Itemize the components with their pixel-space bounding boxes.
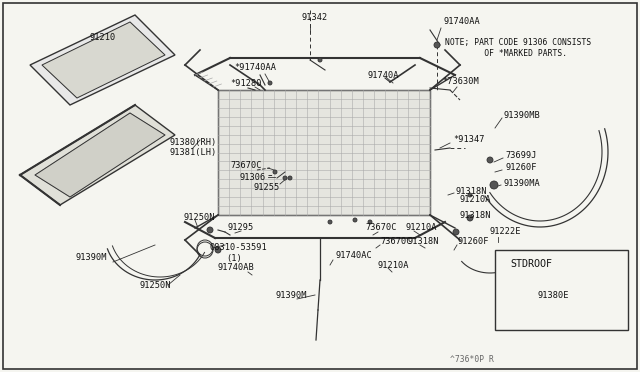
Text: 91390MB: 91390MB bbox=[503, 110, 540, 119]
Text: 91390MA: 91390MA bbox=[503, 179, 540, 187]
Polygon shape bbox=[218, 90, 430, 215]
Text: 91380(RH): 91380(RH) bbox=[170, 138, 217, 147]
Text: 91740AC: 91740AC bbox=[335, 251, 372, 260]
Text: 91210A: 91210A bbox=[460, 196, 492, 205]
Text: 73670C: 73670C bbox=[365, 224, 397, 232]
Text: 91250N: 91250N bbox=[140, 280, 172, 289]
Text: 91255: 91255 bbox=[253, 183, 279, 192]
Text: 73670C: 73670C bbox=[380, 237, 412, 247]
Text: 91260F: 91260F bbox=[458, 237, 490, 247]
Circle shape bbox=[328, 220, 332, 224]
Text: *91740AA: *91740AA bbox=[234, 64, 276, 73]
Text: 91210A: 91210A bbox=[378, 260, 410, 269]
Circle shape bbox=[288, 176, 292, 180]
Circle shape bbox=[273, 170, 277, 174]
Circle shape bbox=[215, 247, 221, 253]
Text: 91318N: 91318N bbox=[455, 187, 486, 196]
Circle shape bbox=[434, 42, 440, 48]
Circle shape bbox=[505, 290, 515, 300]
Circle shape bbox=[467, 215, 473, 221]
Circle shape bbox=[368, 220, 372, 224]
Circle shape bbox=[468, 193, 472, 197]
Text: 91318N: 91318N bbox=[408, 237, 440, 247]
Polygon shape bbox=[30, 15, 175, 105]
Text: 91390M: 91390M bbox=[75, 253, 106, 263]
Text: 91381(LH): 91381(LH) bbox=[170, 148, 217, 157]
Text: *91347: *91347 bbox=[453, 135, 484, 144]
Text: 91318N: 91318N bbox=[460, 211, 492, 219]
Text: *73630M: *73630M bbox=[442, 77, 479, 87]
Text: 91210: 91210 bbox=[90, 33, 116, 42]
Polygon shape bbox=[20, 105, 175, 205]
Text: 91250N: 91250N bbox=[183, 212, 214, 221]
Text: 91295: 91295 bbox=[228, 224, 254, 232]
Polygon shape bbox=[35, 113, 165, 197]
Circle shape bbox=[487, 157, 493, 163]
Circle shape bbox=[513, 292, 519, 298]
Text: OF *MARKED PARTS.: OF *MARKED PARTS. bbox=[455, 49, 567, 58]
Circle shape bbox=[268, 81, 272, 85]
Text: STDROOF: STDROOF bbox=[510, 259, 552, 269]
Text: *91280: *91280 bbox=[230, 78, 262, 87]
Text: 08310-53591: 08310-53591 bbox=[210, 244, 268, 253]
Text: 91740A: 91740A bbox=[368, 71, 399, 80]
Text: 91222E: 91222E bbox=[489, 228, 520, 237]
Text: NOTE; PART CODE 91306 CONSISTS: NOTE; PART CODE 91306 CONSISTS bbox=[445, 38, 591, 46]
Text: (1): (1) bbox=[226, 254, 242, 263]
Text: 73699J: 73699J bbox=[505, 151, 536, 160]
Circle shape bbox=[353, 218, 357, 222]
Text: 91390M: 91390M bbox=[275, 291, 307, 299]
Text: 73670C: 73670C bbox=[230, 160, 262, 170]
Circle shape bbox=[490, 181, 498, 189]
Text: 91380E: 91380E bbox=[537, 291, 568, 299]
Text: 91306: 91306 bbox=[240, 173, 266, 182]
Circle shape bbox=[207, 227, 213, 233]
Circle shape bbox=[453, 229, 459, 235]
Text: 91210A: 91210A bbox=[405, 224, 436, 232]
Polygon shape bbox=[42, 22, 165, 98]
Circle shape bbox=[318, 58, 322, 62]
Bar bbox=[495, 250, 628, 330]
Text: ^736*0P R: ^736*0P R bbox=[450, 356, 494, 365]
Text: 91342: 91342 bbox=[302, 13, 328, 22]
Circle shape bbox=[283, 176, 287, 180]
Text: 91260F: 91260F bbox=[505, 164, 536, 173]
Text: 91740AB: 91740AB bbox=[218, 263, 255, 273]
Text: 91740AA: 91740AA bbox=[444, 17, 481, 26]
